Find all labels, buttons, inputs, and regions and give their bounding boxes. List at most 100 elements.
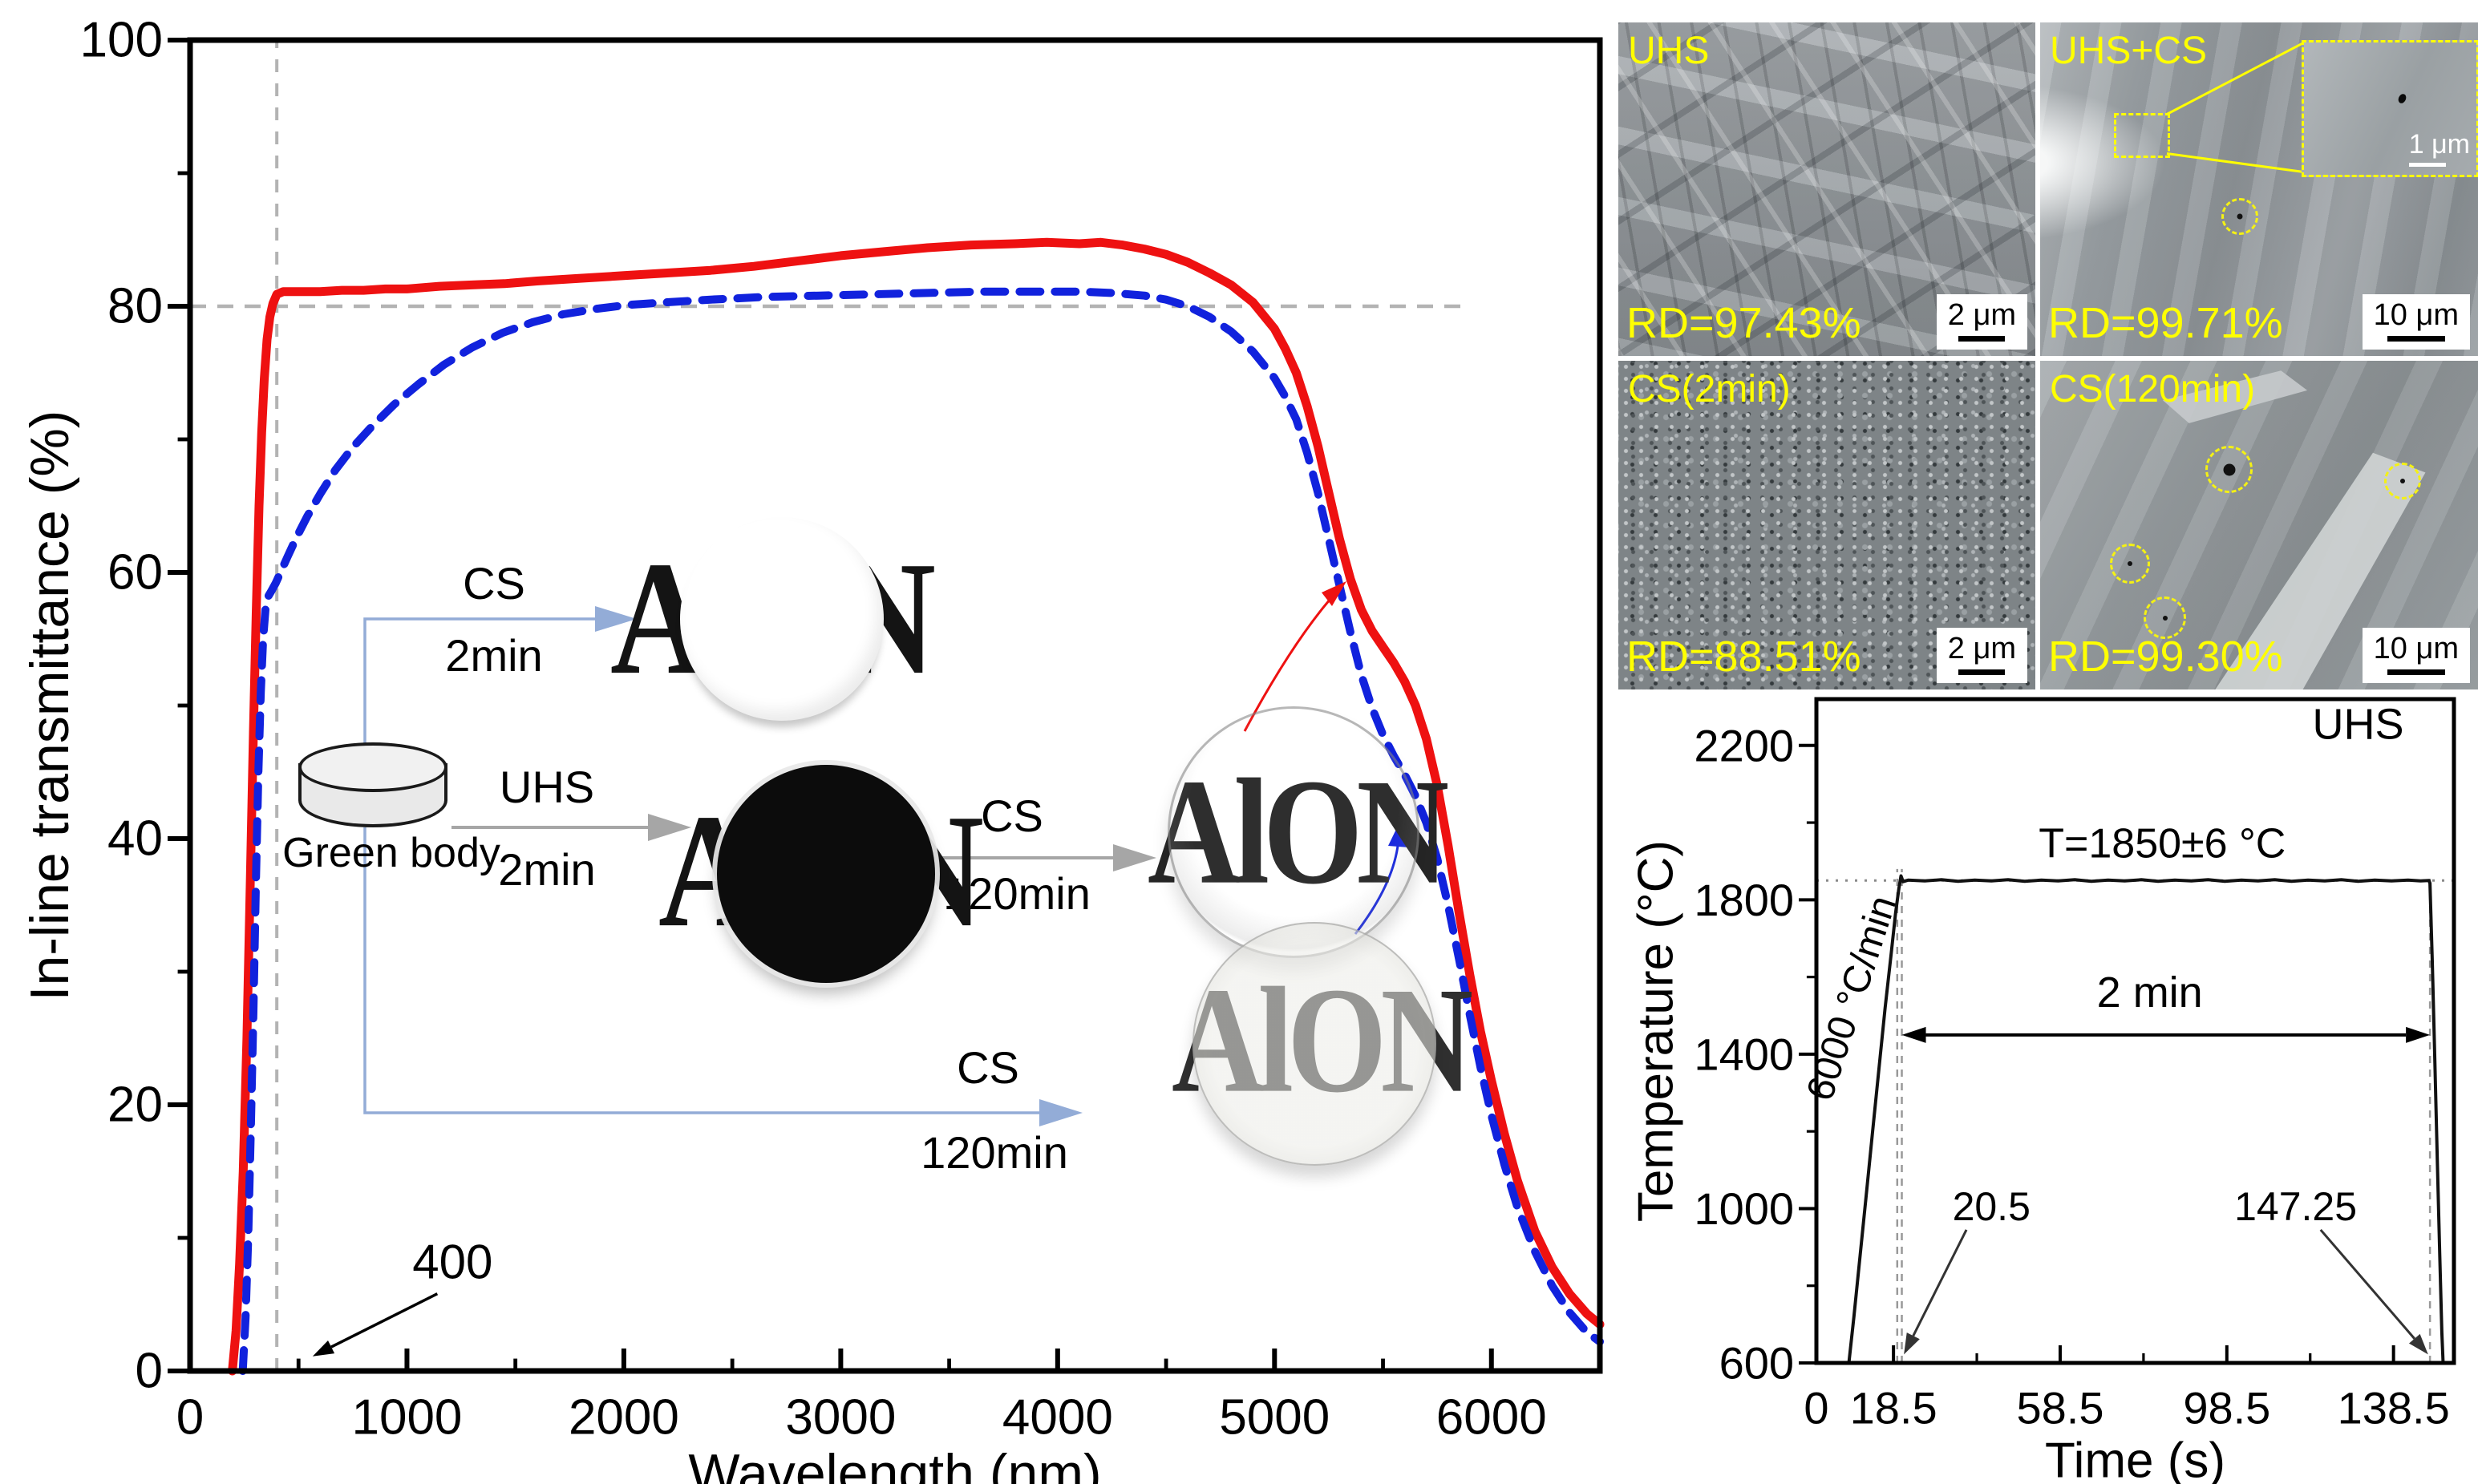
uhs-step-label: UHS xyxy=(499,762,595,812)
sem-condition-label: UHS+CS xyxy=(2050,30,2208,72)
series-cs-120min- xyxy=(238,287,1604,1375)
x-axis-title: Wavelength (nm) xyxy=(688,1443,1101,1484)
scale-bar-line xyxy=(1958,669,2006,675)
sem-image-cs2min: CS(2min) RD=88.51% 2 μm xyxy=(1618,361,2035,689)
inset-scale-text: 1 μm xyxy=(2408,129,2470,160)
scale-text: 10 μm xyxy=(2373,632,2459,666)
pore-dot xyxy=(2237,213,2243,220)
sem-condition-label: UHS xyxy=(1628,30,1710,72)
scale-text: 2 μm xyxy=(1947,298,2016,333)
sem-image-uhs: UHS RD=97.43% 2 μm xyxy=(1618,22,2035,356)
y-tick-label: 40 xyxy=(107,811,163,867)
arrowhead xyxy=(1904,1332,1920,1355)
transmittance-chart: 0 1000 2000 3000 4000 5000 6000 0 20 40 60 80 100 Wav… xyxy=(19,13,1605,1484)
pore-highlight-circle xyxy=(2110,544,2150,584)
sem-condition-label: CS(2min) xyxy=(1628,368,1791,410)
inset-scale-bar-line xyxy=(2408,163,2446,167)
y-tick-label: 60 xyxy=(107,545,163,600)
y-tick-label: 20 xyxy=(107,1078,163,1133)
x-tick-label: 138.5 xyxy=(2338,1383,2450,1433)
cs120-bottom-time-label: 120min xyxy=(921,1127,1068,1178)
sample-photo-uhs-cs120min: AlON xyxy=(1135,706,1456,958)
relative-density-label: RD=88.51% xyxy=(1626,633,1861,681)
relative-density-label: RD=99.30% xyxy=(2048,633,2283,681)
uhs-time-label: 2min xyxy=(498,844,596,895)
scale-bar: 2 μm xyxy=(1936,294,2027,350)
annotation-text: 147.25 xyxy=(2234,1184,2357,1229)
temperature-profile-chart: 0 18.5 58.5 98.5 138.5 600 1000 1400 1800 2200 Tim… xyxy=(1629,697,2456,1484)
sem-image-uhs-cs: UHS+CS RD=99.71% 1 μm 10 μm xyxy=(2040,22,2478,356)
annotation-arrow xyxy=(1912,1229,1968,1336)
sample-photo-cs2min: AlON xyxy=(610,513,936,726)
y-tick-label: 1000 xyxy=(1694,1183,1794,1234)
sem-inset-magnified: 1 μm xyxy=(2302,40,2478,177)
pore-highlight-circle xyxy=(2384,463,2421,499)
sample-photo-uhs2min: AlON xyxy=(658,765,984,983)
cs120-top-time-label: 120min xyxy=(943,868,1091,919)
transparent-disc xyxy=(1168,706,1419,958)
pore-dot xyxy=(2162,615,2168,621)
cs120-bottom-step-label: CS xyxy=(957,1042,1019,1093)
annotation-arrow xyxy=(2319,1228,2415,1340)
cs2-time-label: 2min xyxy=(445,630,543,681)
pore-dot xyxy=(2400,479,2405,483)
y-tick-label: 1800 xyxy=(1694,875,1794,925)
x-axis-title: Time (s) xyxy=(2045,1433,2225,1484)
annotation-text: 2 min xyxy=(2097,968,2203,1017)
pore-highlight-circle xyxy=(2205,446,2253,493)
scale-bar-line xyxy=(2387,336,2445,342)
x-tick-label: 3000 xyxy=(785,1390,896,1446)
cs120-top-step-label: CS xyxy=(981,791,1043,841)
cs2-step-label: CS xyxy=(463,558,525,609)
y-axis-title: Temperature (°C) xyxy=(1629,840,1684,1222)
annotation-text: 20.5 xyxy=(1953,1184,2031,1229)
pore-highlight-circle xyxy=(2221,198,2258,235)
arrowhead xyxy=(2408,1333,2428,1355)
inset-connector-line xyxy=(2166,152,2304,174)
relative-density-label: RD=97.43% xyxy=(1626,299,1861,347)
x-tick-label: 4000 xyxy=(1002,1390,1113,1446)
green-body-cylinder-top xyxy=(298,742,447,792)
arrowhead xyxy=(1901,1026,1926,1043)
inset-scale-bar: 1 μm xyxy=(2408,129,2470,167)
x-tick-label: 18.5 xyxy=(1850,1383,1937,1433)
annotation-text: T=1850±6 °C xyxy=(2039,821,2286,867)
scale-text: 2 μm xyxy=(1947,632,2016,666)
x-tick-label: 1000 xyxy=(351,1390,462,1446)
x-tick-label: 0 xyxy=(1804,1383,1828,1433)
scale-bar-line xyxy=(2387,669,2445,675)
y-axis-title: In-line transmittance (%) xyxy=(19,410,80,1001)
sem-image-cs120min: CS(120min) RD=99.30% 10 μm xyxy=(2040,361,2478,689)
annotation-text: 400 xyxy=(412,1235,492,1288)
sem-condition-label: CS(120min) xyxy=(2050,368,2256,410)
opaque-black-disc xyxy=(717,765,935,983)
x-tick-label: 6000 xyxy=(1436,1390,1547,1446)
y-tick-label: 1400 xyxy=(1694,1029,1794,1079)
arrowhead xyxy=(2406,1026,2431,1043)
sample-photo-cs120min: AlON xyxy=(1159,922,1480,1166)
pore-dot xyxy=(2223,463,2235,475)
scale-bar: 10 μm xyxy=(2362,294,2470,350)
scale-text: 10 μm xyxy=(2373,298,2459,333)
x-tick-label: 2000 xyxy=(569,1390,679,1446)
scale-bar: 10 μm xyxy=(2362,628,2470,683)
annotation-arrow xyxy=(330,1292,439,1349)
opaque-white-disc xyxy=(680,517,884,721)
y-tick-label: 0 xyxy=(136,1344,163,1399)
x-tick-label: 58.5 xyxy=(2016,1383,2103,1433)
annotation-text: UHS xyxy=(2312,700,2403,748)
green-body-label: Green body xyxy=(282,830,500,876)
y-tick-label: 2200 xyxy=(1694,720,1794,770)
plot-frame xyxy=(1814,697,2456,1365)
translucent-disc xyxy=(1192,922,1436,1166)
series-uhs-heating-profile xyxy=(1847,874,2445,1365)
pore-speck xyxy=(2396,92,2408,105)
scale-bar-line xyxy=(1958,336,2006,342)
relative-density-label: RD=99.71% xyxy=(2048,299,2283,347)
scale-bar: 2 μm xyxy=(1936,628,2027,683)
pore-dot xyxy=(2128,561,2132,566)
x-tick-label: 0 xyxy=(176,1390,204,1446)
pore-highlight-circle xyxy=(2144,596,2186,639)
arrowhead xyxy=(312,1340,335,1357)
